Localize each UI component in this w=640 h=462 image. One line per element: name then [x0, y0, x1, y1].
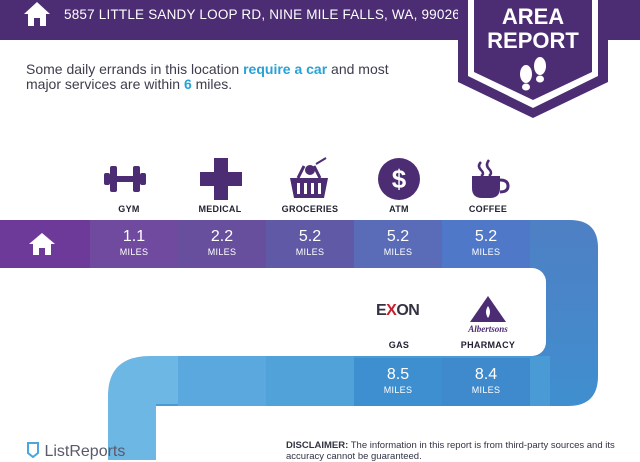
distance-cell-gas: 8.5 MILES — [354, 358, 442, 406]
listreports-logo: ListReports — [26, 440, 125, 461]
listreports-mark-icon — [27, 442, 39, 459]
disclaimer-body: The information in this report is from t… — [286, 440, 615, 462]
distance-value: 5.2 — [474, 228, 498, 245]
medical-cross-icon — [200, 158, 242, 200]
label-coffee: COFFEE — [468, 204, 508, 214]
distance-cell-medical: 2.2 MILES — [178, 220, 266, 268]
distance-unit: MILES — [471, 247, 501, 257]
exxon-letter-e: E — [376, 302, 387, 319]
distance-value: 8.4 — [474, 366, 498, 383]
distance-value: 5.2 — [298, 228, 322, 245]
distance-value: 5.2 — [386, 228, 410, 245]
label-pharmacy: PHARMACY — [460, 340, 516, 350]
address-text: 5857 LITTLE SANDY LOOP RD, NINE MILE FAL… — [64, 7, 461, 22]
area-report-badge — [458, 0, 608, 118]
intro-highlight-miles: 6 — [183, 76, 192, 92]
label-medical: MEDICAL — [198, 204, 242, 214]
dollar-icon: $ — [378, 158, 420, 200]
coffee-cup-icon — [472, 159, 510, 198]
distance-value: 1.1 — [122, 228, 146, 245]
label-atm: ATM — [389, 204, 409, 214]
distance-unit: MILES — [295, 247, 325, 257]
distance-value: 8.5 — [386, 366, 410, 383]
distance-cell-coffee: 5.2 MILES — [442, 220, 530, 268]
badge-title-line1: AREA — [501, 4, 565, 29]
distance-cell-gym: 1.1 MILES — [90, 220, 178, 268]
distance-unit: MILES — [383, 247, 413, 257]
distance-unit: MILES — [119, 247, 149, 257]
home-cell — [0, 220, 90, 268]
exxon-letter-x: X — [386, 302, 397, 319]
label-gym: GYM — [118, 204, 140, 214]
home-icon — [29, 233, 55, 255]
intro-highlight-car: require a car — [243, 61, 328, 77]
distance-cell-atm: 5.2 MILES — [354, 220, 442, 268]
intro-text: Some daily errands in this location requ… — [26, 62, 426, 92]
exxon-letters-on: ON — [396, 302, 420, 319]
home-icon — [24, 2, 50, 26]
dumbbell-icon — [104, 166, 146, 192]
intro-part2: and most major services are within — [26, 61, 389, 92]
distance-cell-groceries: 5.2 MILES — [266, 220, 354, 268]
badge-title-line2: REPORT — [487, 28, 579, 53]
label-groceries: GROCERIES — [281, 204, 339, 214]
svg-text:$: $ — [392, 164, 407, 194]
label-gas: GAS — [388, 340, 410, 350]
grocery-basket-icon — [290, 157, 328, 198]
albertsons-wordmark: Albertsons — [467, 324, 508, 334]
exxon-logo: EXON — [376, 302, 420, 320]
distance-unit: MILES — [471, 385, 501, 395]
intro-part3: miles. — [191, 76, 233, 92]
footprints-icon — [520, 57, 546, 91]
disclaimer-text: DISCLAIMER: The information in this repo… — [286, 440, 626, 462]
distance-cell-pharmacy: 8.4 MILES — [442, 358, 530, 406]
distance-unit: MILES — [207, 247, 237, 257]
distance-value: 2.2 — [210, 228, 234, 245]
distance-unit: MILES — [383, 385, 413, 395]
disclaimer-label: DISCLAIMER: — [286, 440, 349, 451]
listreports-wordmark: ListReports — [44, 443, 126, 460]
albertsons-logo: Albertsons — [467, 296, 508, 334]
intro-part1: Some daily errands in this location — [26, 61, 244, 77]
